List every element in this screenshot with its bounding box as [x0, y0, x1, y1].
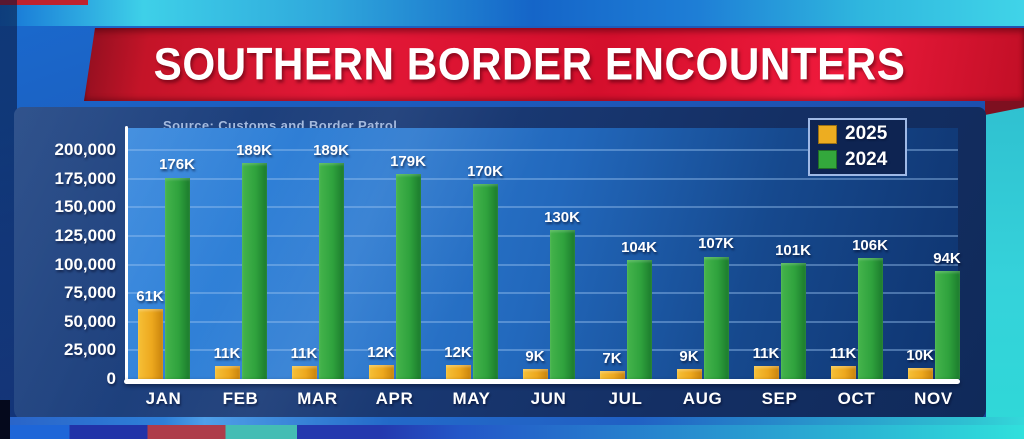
bar-value-label: 107K — [698, 235, 734, 253]
bar-value-label: 10K — [906, 346, 934, 364]
bar-2025-may — [445, 365, 471, 379]
x-axis-label-nov: NOV — [914, 389, 953, 408]
bar-value-label: 12K — [444, 344, 472, 362]
bar-value-label: 189K — [313, 141, 349, 159]
bar-2024-sep — [780, 263, 806, 379]
bar-value-label: 130K — [544, 209, 580, 227]
x-axis-label-jun: JUN — [530, 389, 567, 408]
legend: 2025 2024 — [808, 118, 907, 176]
bar-2024-mar — [318, 162, 344, 379]
gridline — [128, 320, 958, 323]
bar-value-label: 9K — [679, 347, 699, 365]
bar-2024-jul — [626, 259, 652, 379]
bar-2024-may — [472, 184, 498, 379]
bar-value-label: 11K — [752, 345, 780, 363]
bar-value-label: 61K — [136, 288, 164, 306]
bar-2024-apr — [395, 174, 421, 379]
gridline — [128, 292, 958, 295]
bar-value-label: 11K — [290, 345, 318, 363]
bar-value-label: 170K — [467, 163, 503, 181]
gridline — [128, 349, 958, 352]
bar-value-label: 189K — [236, 141, 272, 159]
bar-2025-sep — [753, 366, 779, 379]
left-background-shade — [0, 0, 17, 439]
top-left-red-strip — [0, 0, 88, 5]
bottom-glow-band — [0, 417, 1024, 425]
bottom-ticker-strip — [0, 425, 1024, 439]
x-axis-label-mar: MAR — [297, 389, 338, 408]
x-axis-line — [124, 379, 960, 384]
bar-value-label: 12K — [367, 344, 395, 362]
y-tick-label: 125,000 — [54, 225, 116, 245]
bar-value-label: 11K — [829, 345, 857, 363]
bar-2024-aug — [703, 256, 729, 379]
gridline — [128, 263, 958, 266]
bar-value-label: 7K — [602, 349, 622, 367]
bar-value-label: 176K — [159, 156, 195, 174]
bar-2025-mar — [291, 366, 317, 379]
y-tick-label: 50,000 — [64, 311, 116, 331]
bar-value-label: 11K — [213, 345, 241, 363]
bar-value-label: 104K — [621, 238, 657, 256]
gridline — [128, 234, 958, 237]
x-axis-label-sep: SEP — [761, 389, 798, 408]
legend-swatch-2024 — [818, 150, 837, 170]
bar-2024-jan — [164, 177, 190, 379]
x-axis-label-apr: APR — [375, 389, 414, 408]
legend-label-2025: 2025 — [845, 123, 888, 145]
y-tick-label: 25,000 — [64, 340, 116, 360]
bar-2024-nov — [934, 271, 960, 379]
top-background-band — [0, 0, 1024, 26]
y-tick-label: 100,000 — [54, 254, 116, 274]
bar-2025-feb — [214, 366, 240, 379]
bar-2025-jul — [599, 371, 625, 379]
right-teal-band — [986, 98, 1024, 426]
y-tick-label: 175,000 — [54, 168, 116, 188]
title-banner: SOUTHERN BORDER ENCOUNTERS — [84, 28, 1024, 101]
bar-2025-nov — [907, 367, 933, 379]
x-axis-label-oct: OCT — [837, 389, 876, 408]
bar-2025-jun — [522, 368, 548, 379]
gridline — [128, 149, 958, 151]
x-axis-label-feb: FEB — [222, 389, 259, 408]
legend-item-2024: 2024 — [818, 149, 905, 171]
y-tick-label: 75,000 — [64, 283, 116, 303]
bar-value-label: 101K — [775, 242, 811, 260]
bar-2025-apr — [368, 365, 394, 379]
bar-value-label: 106K — [852, 236, 888, 254]
x-axis-label-aug: AUG — [682, 389, 723, 408]
legend-label-2024: 2024 — [845, 148, 888, 170]
gridline — [128, 177, 958, 180]
bar-2024-feb — [241, 162, 267, 379]
bar-value-label: 179K — [390, 153, 426, 171]
y-axis-line — [125, 126, 128, 384]
x-axis-label-jan: JAN — [145, 389, 182, 408]
bottom-left-corner — [0, 400, 10, 439]
bar-2025-oct — [830, 366, 856, 379]
y-tick-label: 0 — [106, 369, 116, 388]
legend-swatch-2025 — [818, 124, 837, 144]
x-axis-label-may: MAY — [452, 389, 491, 408]
y-tick-label: 150,000 — [54, 197, 116, 217]
bar-value-label: 9K — [525, 347, 545, 365]
bar-2025-aug — [676, 368, 702, 379]
gridline — [128, 206, 958, 209]
bar-2024-jun — [549, 230, 575, 379]
page-title: SOUTHERN BORDER ENCOUNTERS — [154, 38, 906, 90]
x-axis-label-jul: JUL — [608, 389, 643, 408]
bar-value-label: 94K — [933, 250, 961, 268]
bar-2025-jan — [137, 309, 163, 379]
legend-item-2025: 2025 — [818, 123, 905, 145]
bar-2024-oct — [857, 257, 883, 379]
y-tick-label: 200,000 — [54, 140, 116, 159]
